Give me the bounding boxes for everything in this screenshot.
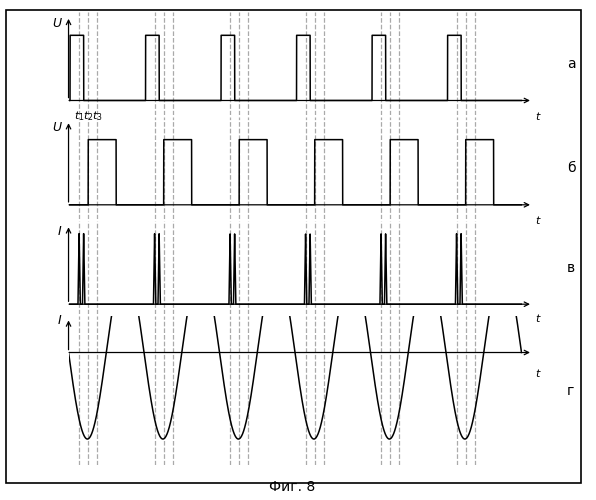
Text: U: U xyxy=(52,121,62,134)
Text: I: I xyxy=(58,314,62,327)
Text: а: а xyxy=(567,56,575,70)
Text: t: t xyxy=(535,314,539,324)
Text: I: I xyxy=(58,224,62,237)
Text: г: г xyxy=(567,384,574,398)
Text: б: б xyxy=(567,161,575,175)
Text: $t_3$: $t_3$ xyxy=(92,110,103,124)
Text: $t_2$: $t_2$ xyxy=(83,110,94,124)
Text: Фиг. 8: Фиг. 8 xyxy=(269,480,315,494)
Text: $t_1$: $t_1$ xyxy=(74,110,85,124)
Text: t: t xyxy=(535,112,539,122)
Text: t: t xyxy=(535,216,539,226)
Text: t: t xyxy=(535,369,539,379)
Text: U: U xyxy=(52,16,62,30)
Text: в: в xyxy=(567,260,575,274)
